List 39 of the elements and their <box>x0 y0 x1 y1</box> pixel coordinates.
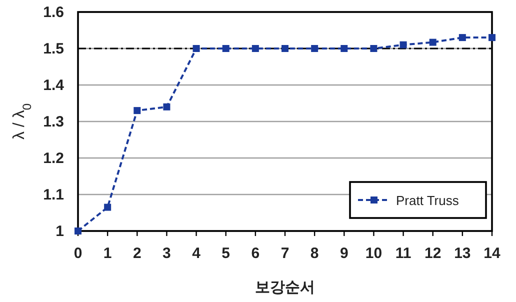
point <box>104 204 112 211</box>
point <box>458 34 466 42</box>
x-tick-label: 11 <box>395 245 412 262</box>
point <box>282 45 288 52</box>
point <box>163 103 170 110</box>
point <box>134 107 141 114</box>
point <box>74 228 82 234</box>
y-tick-label: 1.5 <box>43 40 64 58</box>
point <box>488 34 496 42</box>
x-tick-label: 3 <box>162 245 171 262</box>
legend-label: Pratt Truss <box>396 193 460 208</box>
x-tick-label: 0 <box>74 245 82 262</box>
x-tick-label: 9 <box>340 245 348 262</box>
point <box>429 38 436 46</box>
x-tick-label: 10 <box>365 245 382 262</box>
x-tick-label: 5 <box>222 245 230 262</box>
point <box>340 45 348 52</box>
point <box>252 45 259 52</box>
x-tick-label: 2 <box>132 245 142 262</box>
x-tick-label: 1 <box>103 245 112 262</box>
x-tick-label: 6 <box>251 245 260 262</box>
x-tick-label: 13 <box>454 245 471 262</box>
point <box>192 45 200 52</box>
y-tick-label: 1 <box>56 223 64 240</box>
y-tick-label: 1.1 <box>43 186 64 204</box>
y-tick-label: 1.2 <box>43 150 64 167</box>
point <box>370 45 378 52</box>
x-tick-label: 7 <box>280 245 290 262</box>
y-tick-label: 1.3 <box>43 114 64 130</box>
y-tick-label: 1.6 <box>43 4 64 21</box>
y-tick-label: 1.4 <box>43 77 65 94</box>
point <box>222 45 230 52</box>
point <box>311 45 318 52</box>
point <box>400 41 407 48</box>
x-tick-label: 4 <box>192 245 202 262</box>
x-tick-label: 12 <box>424 245 442 262</box>
x-tick-label: 8 <box>310 245 319 262</box>
x-tick-label: 14 <box>484 245 501 262</box>
x-axis-title: 보강순서 <box>255 279 315 296</box>
